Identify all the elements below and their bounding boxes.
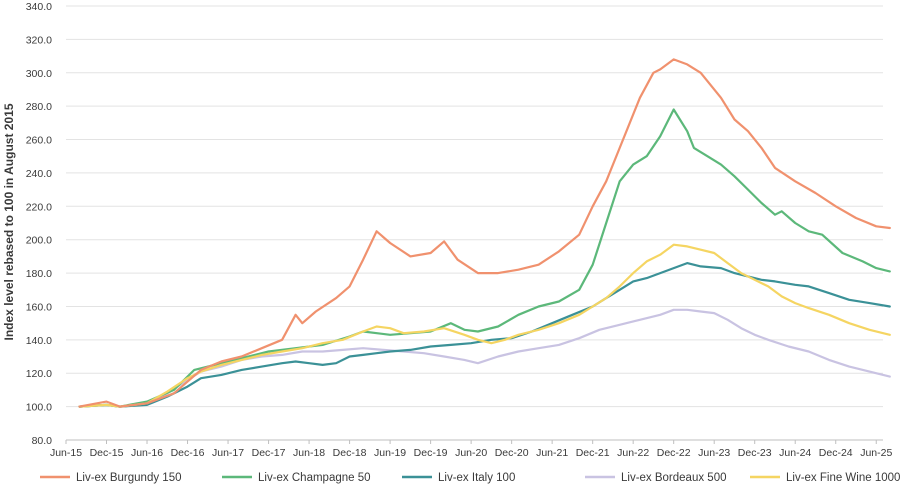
series-lines [78,58,891,408]
y-tick-label: 200.0 [26,235,52,247]
series-line-liv-ex-burgundy-150 [78,58,891,408]
legend-label: Liv-ex Bordeaux 500 [621,472,726,484]
series-line-liv-ex-fine-wine-1000 [78,243,891,408]
x-tick-label: Jun-18 [293,447,325,459]
legend-label: Liv-ex Italy 100 [438,472,515,484]
x-tick-label: Dec-23 [738,447,772,459]
series-line-liv-ex-bordeaux-500 [78,308,891,408]
x-tick-label: Dec-17 [252,447,286,459]
x-tick-label: Jun-15 [50,447,82,459]
y-tick-label: 280.0 [26,101,52,113]
x-tick-label: Jun-24 [779,447,811,459]
x-tick-label: Jun-25 [860,447,892,459]
x-tick-label: Jun-17 [212,447,244,459]
x-tick-label: Dec-18 [333,447,367,459]
x-tick-label: Dec-15 [90,447,124,459]
x-tick-label: Jun-16 [131,447,163,459]
x-tick-label: Jun-21 [536,447,568,459]
gridlines [66,5,883,408]
x-tick-label: Dec-22 [657,447,691,459]
y-tick-label: 220.0 [26,201,52,213]
y-axis-label: Index level rebased to 100 in August 201… [2,103,16,340]
x-tick-label: Dec-21 [576,447,610,459]
legend: Liv-ex Burgundy 150 Liv-ex Champagne 50 Li… [40,472,900,484]
y-tick-label: 120.0 [26,368,52,380]
x-tick-label: Dec-24 [819,447,853,459]
y-axis-ticks: 80.0 100.0 120.0 140.0 160.0 180.0 200.0 220.0 2… [26,1,52,447]
y-tick-label: 320.0 [26,34,52,46]
y-tick-label: 140.0 [26,335,52,347]
y-tick-label: 160.0 [26,301,52,313]
x-tick-label: Jun-19 [374,447,406,459]
legend-label: Liv-ex Fine Wine 1000 [786,472,900,484]
series-line-liv-ex-champagne-50 [78,108,891,408]
legend-label: Liv-ex Champagne 50 [258,472,371,484]
x-tick-label: Dec-20 [495,447,529,459]
x-tick-label: Jun-22 [617,447,649,459]
x-axis-ticks: Jun-15 Dec-15 Jun-16 Dec-16 Jun-17 Dec-17 Jun-… [50,440,892,459]
x-tick-label: Jun-23 [698,447,730,459]
x-tick-label: Jun-20 [455,447,487,459]
legend-label: Liv-ex Burgundy 150 [76,472,181,484]
y-tick-label: 300.0 [26,68,52,80]
x-tick-label: Dec-16 [171,447,205,459]
y-tick-label: 100.0 [26,402,52,414]
x-tick-label: Dec-19 [414,447,448,459]
series-line-liv-ex-italy-100 [78,262,891,408]
y-tick-label: 260.0 [26,135,52,147]
y-tick-label: 80.0 [32,435,53,447]
y-tick-label: 340.0 [26,1,52,13]
y-tick-label: 180.0 [26,268,52,280]
y-tick-label: 240.0 [26,168,52,180]
